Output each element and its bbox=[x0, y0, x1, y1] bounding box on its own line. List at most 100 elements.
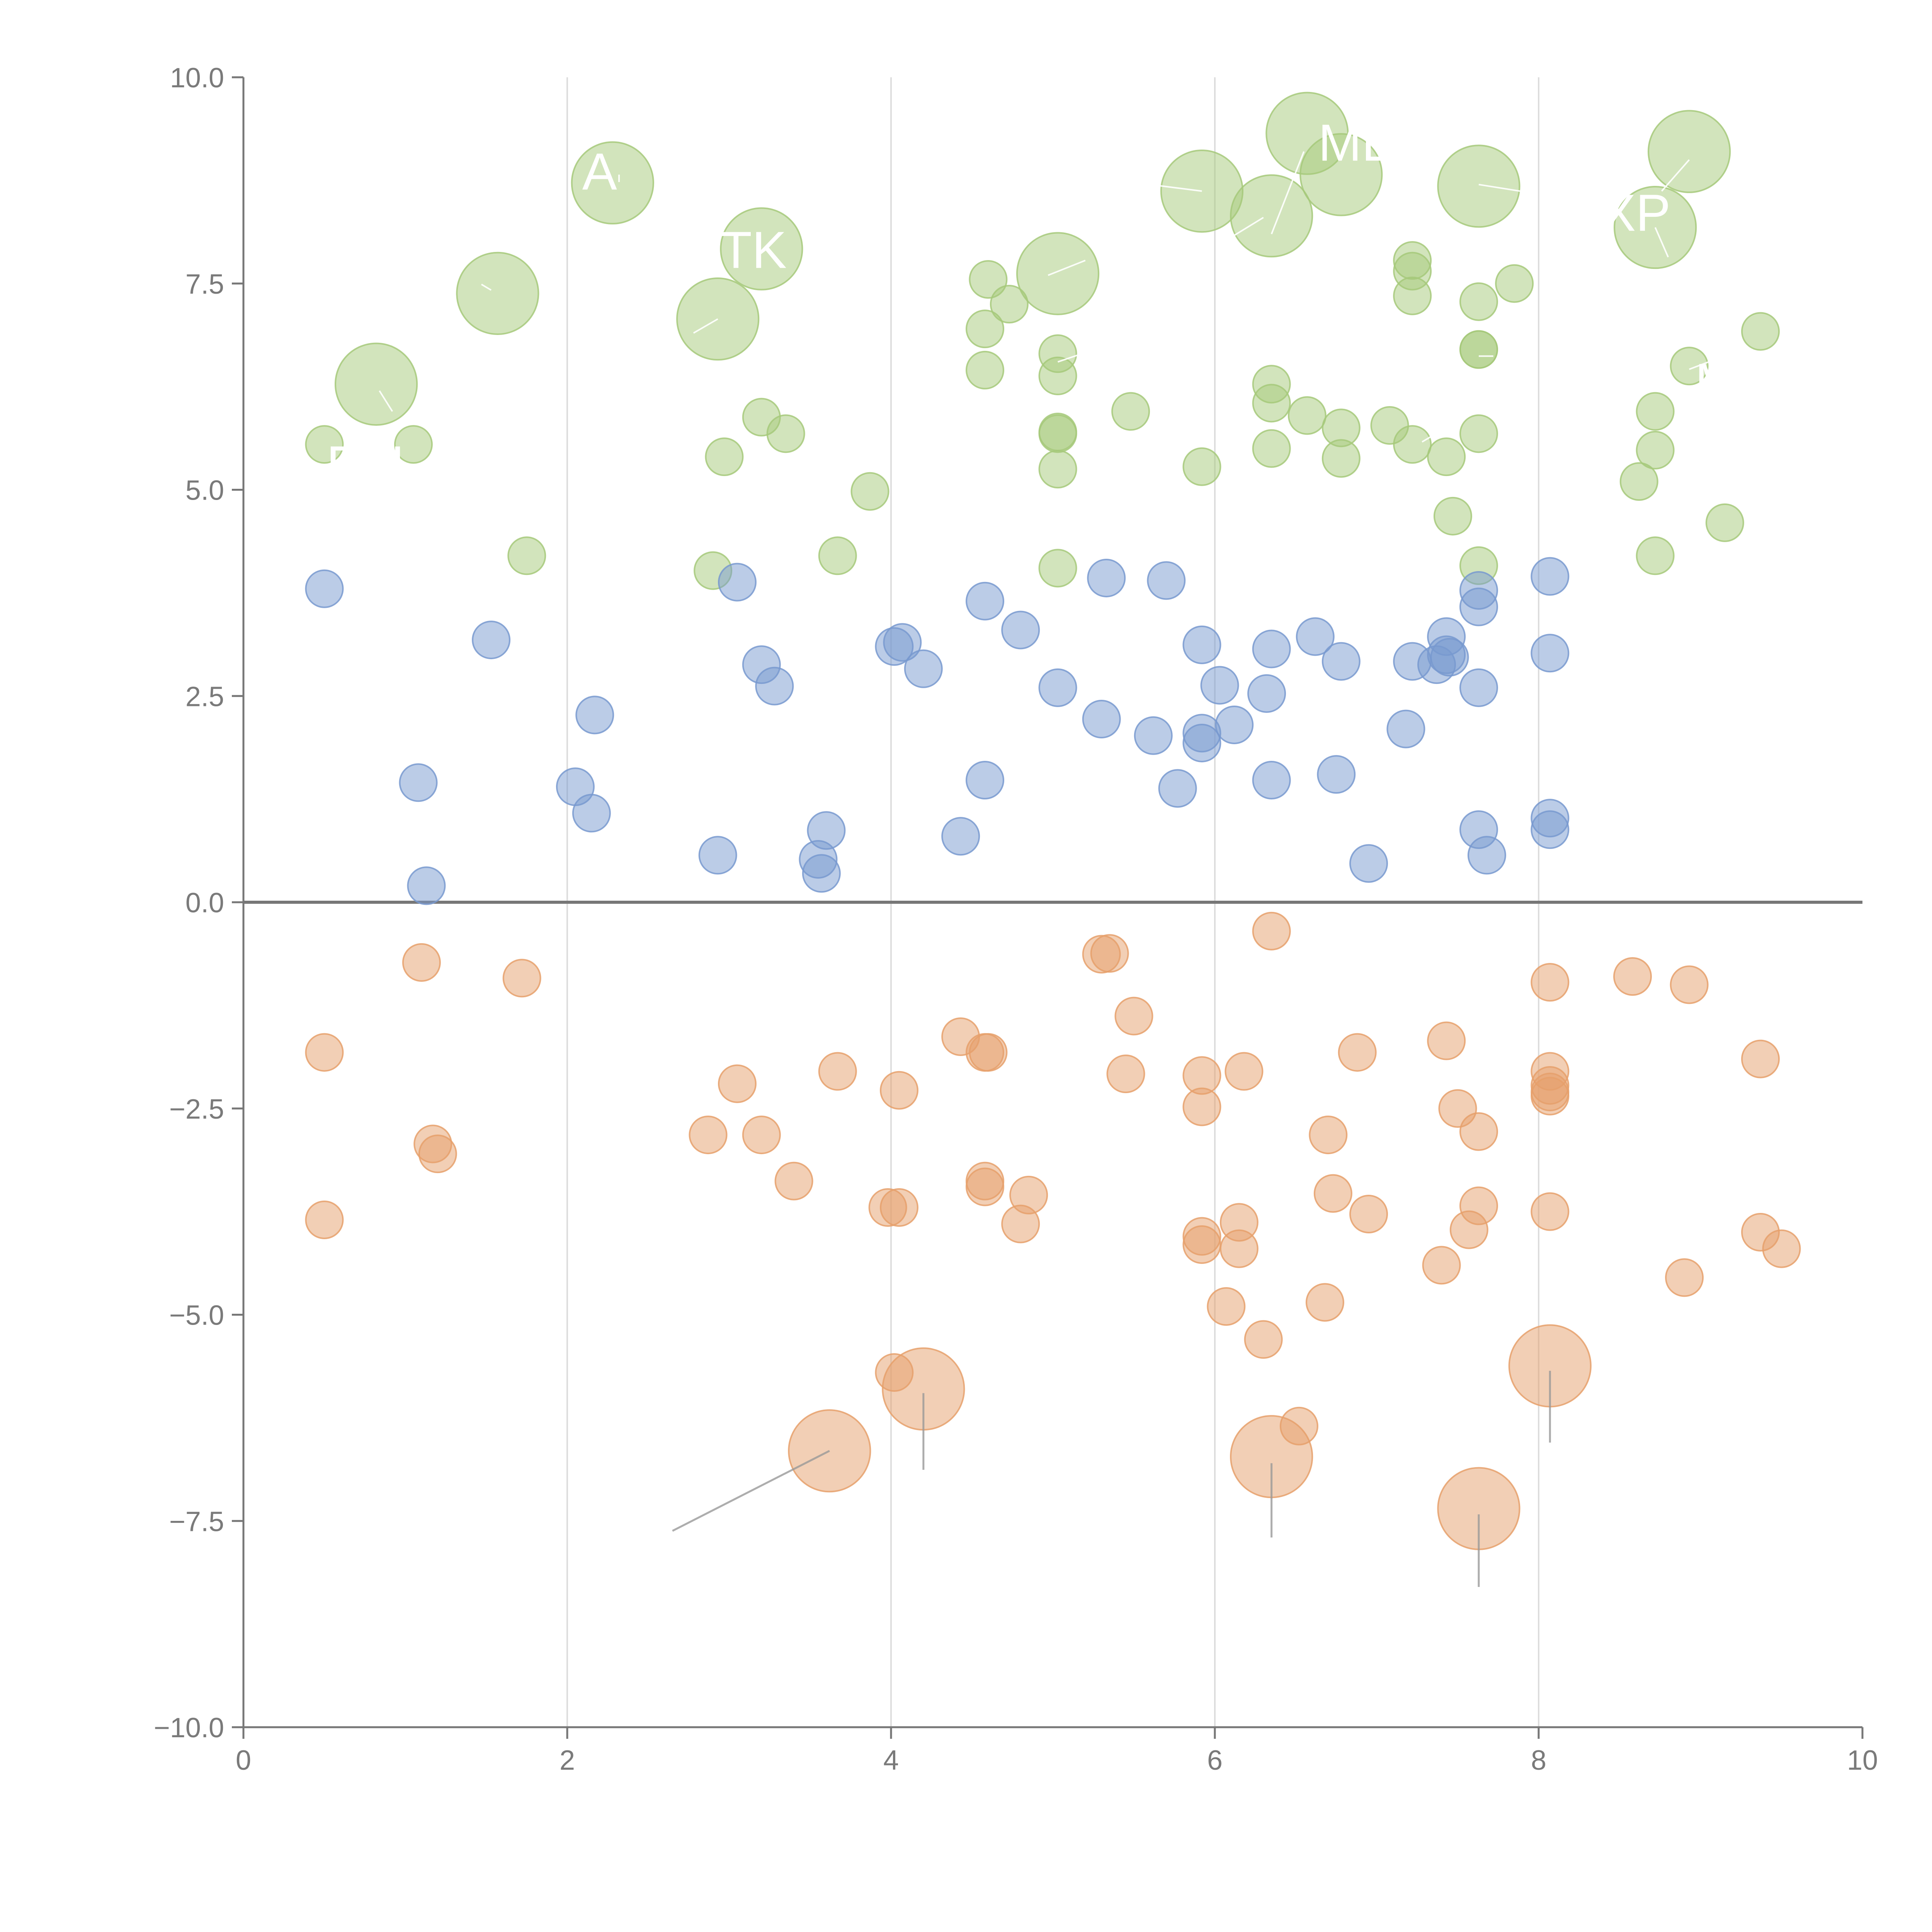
orange-point bbox=[879, 1188, 918, 1227]
blue-point bbox=[1215, 705, 1254, 744]
blue-point bbox=[1247, 674, 1286, 713]
orange-point bbox=[1309, 1116, 1348, 1155]
blue-point bbox=[1296, 617, 1335, 656]
blue-point bbox=[755, 667, 794, 706]
point-annotation: M bbox=[1695, 353, 1738, 411]
orange-point bbox=[305, 1200, 344, 1239]
blue-point bbox=[718, 563, 757, 602]
blue-point bbox=[802, 854, 841, 893]
orange-point bbox=[966, 1167, 1005, 1206]
orange-point bbox=[1219, 1229, 1259, 1268]
leader-line bbox=[1150, 184, 1202, 192]
orange-point bbox=[689, 1116, 728, 1155]
green-point bbox=[334, 342, 418, 426]
green-point bbox=[1287, 396, 1327, 435]
green-point bbox=[1636, 392, 1675, 431]
green-point bbox=[966, 310, 1005, 349]
blue-point bbox=[1531, 810, 1570, 849]
x-tick-label: 2 bbox=[560, 1745, 575, 1776]
green-point bbox=[1648, 110, 1731, 193]
green-point bbox=[1427, 437, 1466, 476]
blue-point bbox=[1158, 769, 1197, 808]
blue-point bbox=[1459, 668, 1498, 707]
green-point bbox=[1705, 503, 1744, 542]
x-tick-label: 4 bbox=[883, 1745, 899, 1776]
orange-point bbox=[1459, 1112, 1498, 1151]
orange-point bbox=[1531, 1192, 1570, 1231]
green-point bbox=[1299, 133, 1383, 216]
orange-point bbox=[1313, 1174, 1352, 1213]
y-tick-label: −5.0 bbox=[169, 1300, 224, 1331]
blue-point bbox=[399, 763, 438, 802]
y-tick-label: 2.5 bbox=[185, 681, 224, 712]
green-point bbox=[1016, 232, 1100, 315]
blue-point bbox=[1182, 723, 1221, 762]
point-annotation: TK bbox=[720, 221, 787, 279]
x-tick-label: 0 bbox=[236, 1745, 251, 1776]
axes bbox=[232, 76, 1864, 1739]
blue-point bbox=[1467, 836, 1506, 875]
green-point bbox=[1670, 347, 1709, 386]
y-tick-label: 0.0 bbox=[185, 888, 224, 918]
x-tick-label: 6 bbox=[1207, 1745, 1223, 1776]
green-point bbox=[1433, 497, 1472, 536]
blue-point bbox=[572, 794, 611, 833]
blue-point bbox=[1349, 844, 1388, 883]
orange-point bbox=[1009, 1175, 1048, 1214]
green-point bbox=[571, 141, 654, 224]
leader-line bbox=[481, 284, 492, 291]
green-point bbox=[1437, 145, 1520, 228]
leader-line bbox=[1057, 353, 1083, 363]
green-point bbox=[1636, 431, 1675, 470]
blue-point bbox=[807, 811, 846, 850]
blue-point bbox=[1317, 755, 1356, 794]
green-point bbox=[1495, 264, 1534, 303]
blue-point bbox=[1134, 716, 1173, 755]
orange-point bbox=[1613, 957, 1652, 996]
orange-point bbox=[774, 1162, 813, 1201]
point-labels: E L A TK ME XP M bbox=[327, 114, 1738, 494]
orange-point bbox=[402, 943, 441, 982]
green-point bbox=[1038, 450, 1077, 489]
y-tick-label: 7.5 bbox=[185, 269, 224, 300]
orange-point bbox=[1244, 1320, 1283, 1359]
blue-point bbox=[1182, 625, 1221, 664]
point-annotation: XP bbox=[1601, 184, 1670, 242]
leader-line bbox=[1654, 227, 1669, 258]
green-point bbox=[1038, 549, 1077, 588]
point-annotation: ME bbox=[1318, 114, 1396, 172]
orange-point bbox=[418, 1134, 457, 1173]
blue-point bbox=[904, 649, 943, 688]
orange-point bbox=[718, 1064, 757, 1103]
data-points bbox=[305, 92, 1801, 1550]
point-annotation: A bbox=[582, 143, 617, 201]
green-point bbox=[305, 425, 344, 464]
blue-point bbox=[575, 696, 614, 735]
green-point bbox=[1619, 462, 1658, 501]
orange-point bbox=[1531, 1077, 1570, 1116]
green-point bbox=[705, 437, 744, 476]
green-point bbox=[1636, 536, 1675, 575]
blue-point bbox=[1087, 558, 1126, 597]
x-tick-label: 10 bbox=[1847, 1745, 1878, 1776]
orange-point bbox=[879, 1071, 918, 1110]
orange-point bbox=[1090, 934, 1129, 973]
leader-line bbox=[672, 1450, 830, 1532]
orange-point bbox=[1531, 963, 1570, 1002]
orange-point bbox=[1422, 1246, 1461, 1285]
blue-point bbox=[305, 569, 344, 608]
green-point bbox=[1230, 174, 1313, 258]
leader-line bbox=[1048, 260, 1086, 276]
orange-point bbox=[818, 1052, 857, 1091]
green-point bbox=[1182, 447, 1221, 486]
green-point bbox=[1459, 414, 1498, 453]
blue-point bbox=[407, 866, 446, 905]
orange-point bbox=[1114, 997, 1153, 1036]
orange-point bbox=[1459, 1186, 1498, 1225]
orange-point bbox=[1106, 1054, 1145, 1094]
leader-line bbox=[1689, 361, 1709, 370]
green-point bbox=[966, 350, 1005, 389]
blue-point bbox=[1147, 561, 1186, 600]
blue-point bbox=[1531, 557, 1570, 596]
